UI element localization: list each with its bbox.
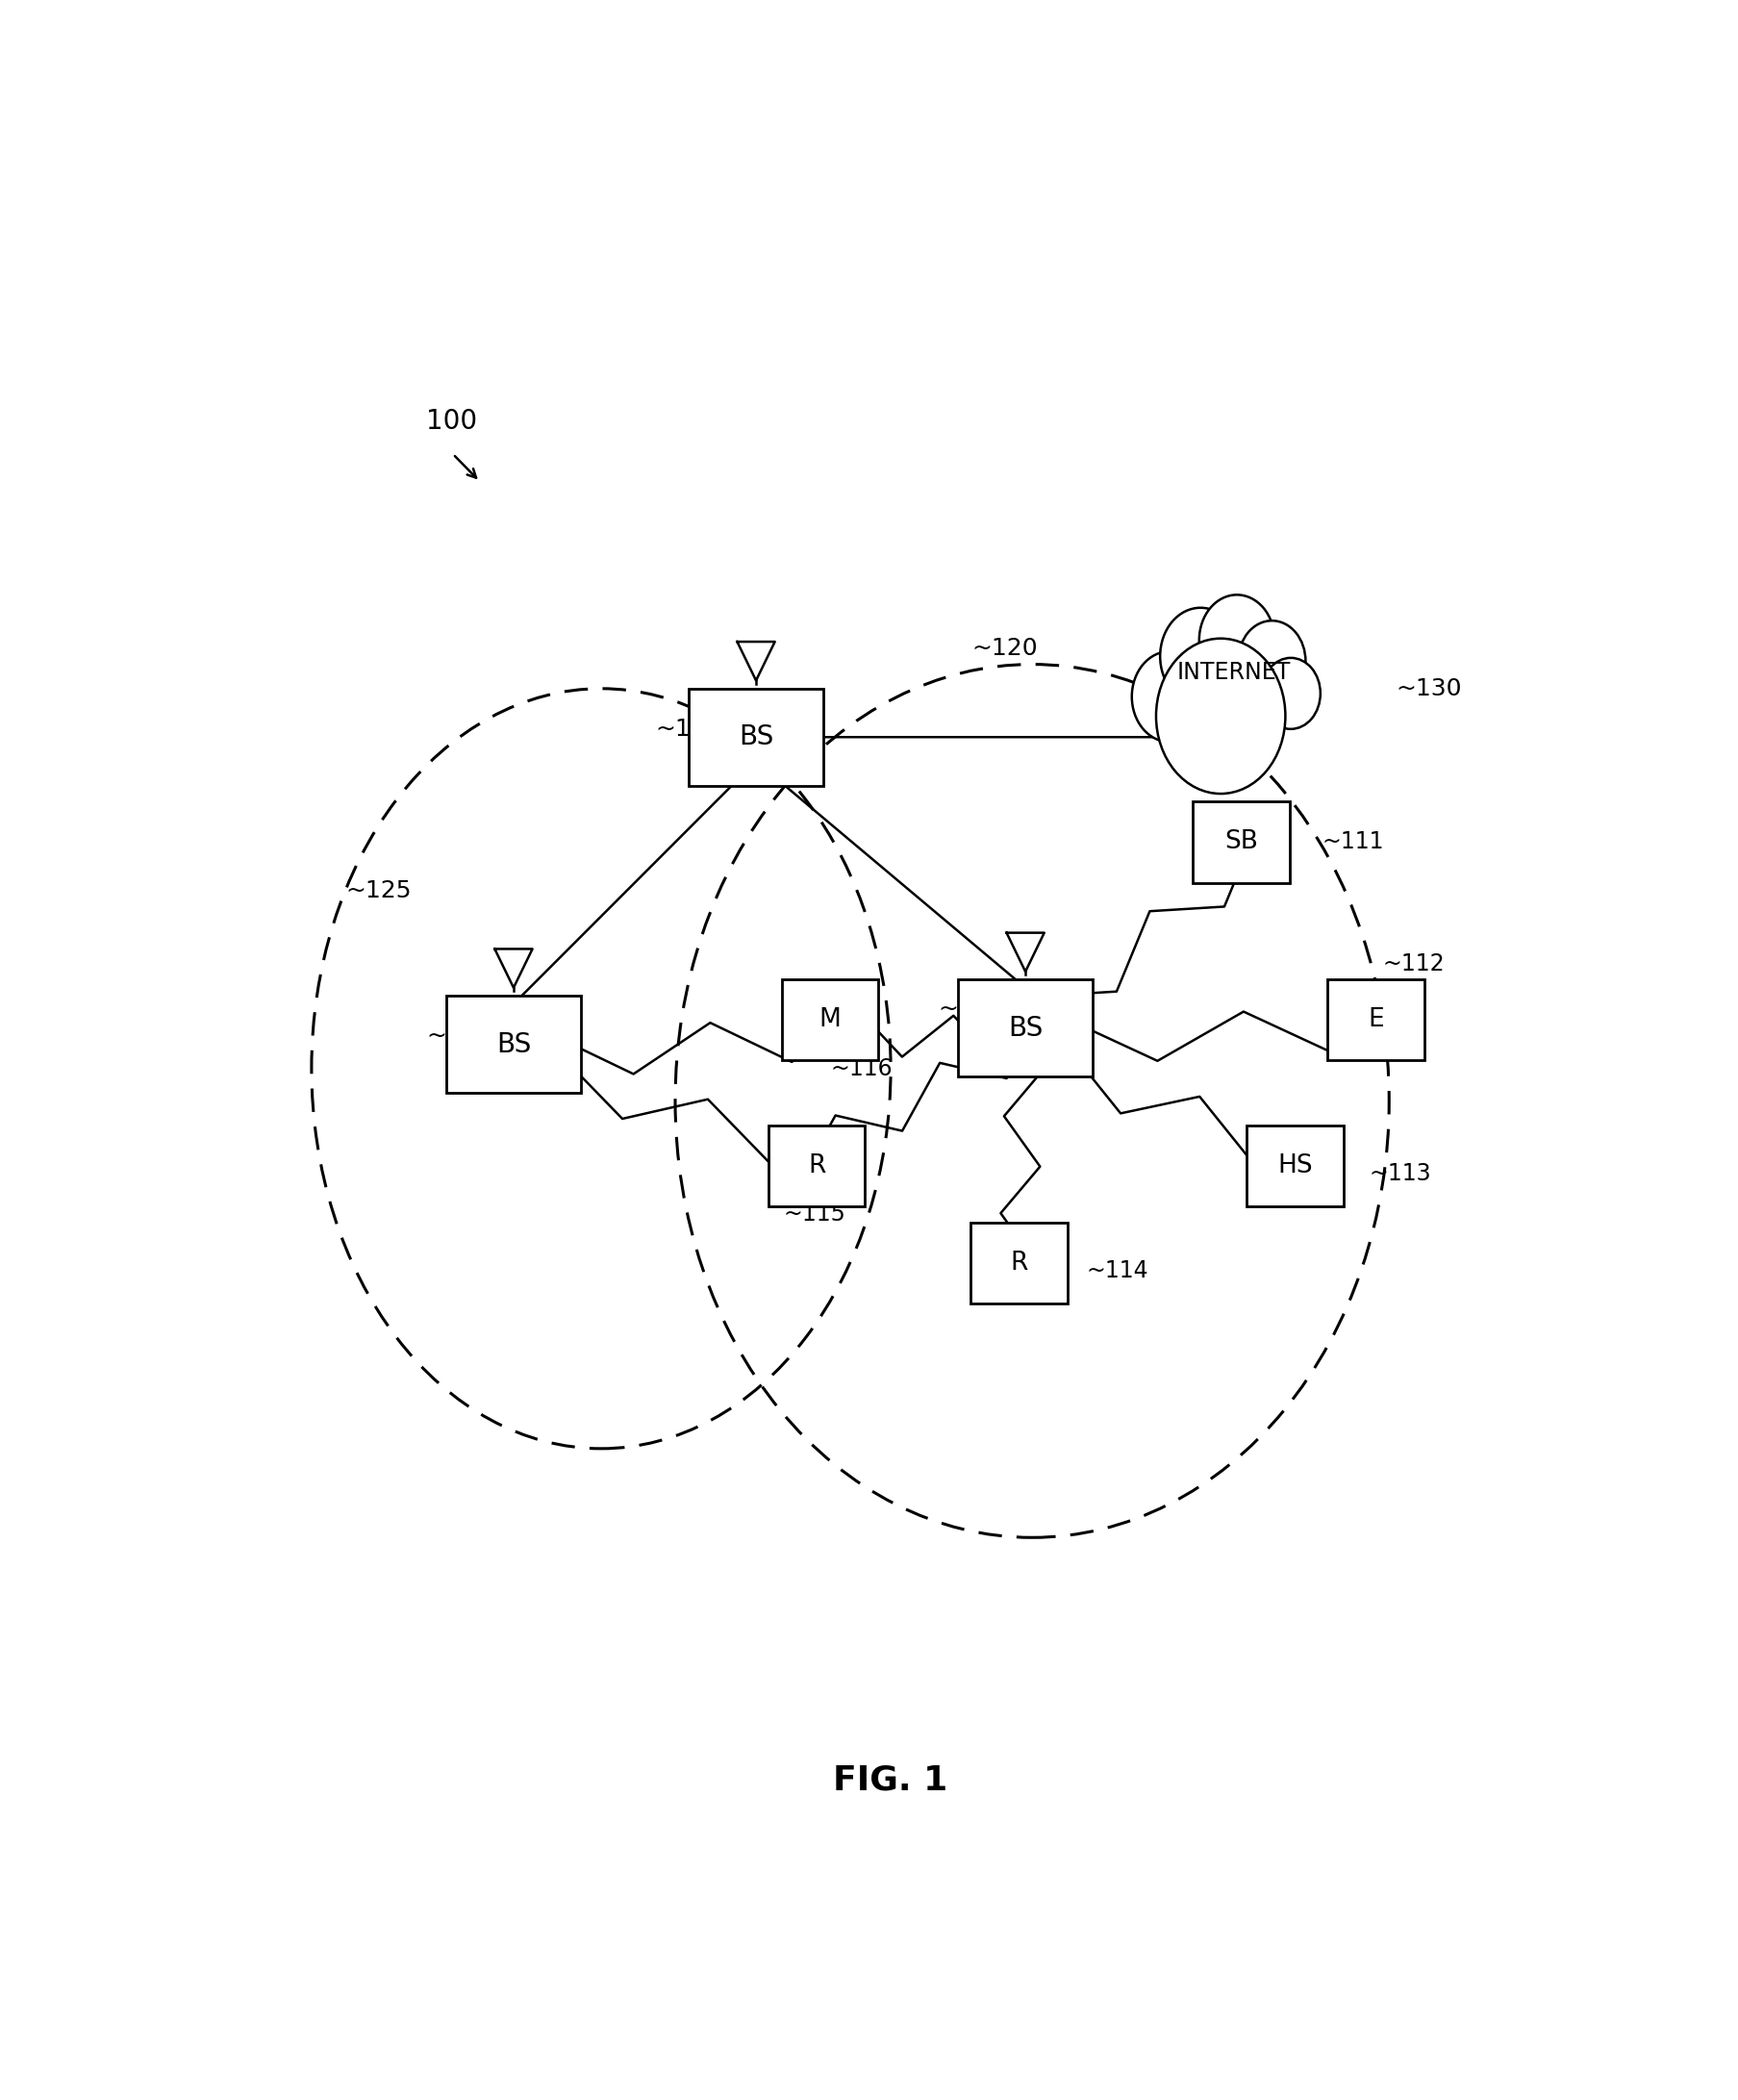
- Circle shape: [1156, 638, 1286, 794]
- Text: ~120: ~120: [972, 636, 1038, 659]
- FancyBboxPatch shape: [958, 979, 1093, 1077]
- Text: ~115: ~115: [782, 1203, 845, 1226]
- FancyBboxPatch shape: [970, 1222, 1067, 1302]
- Text: INTERNET: INTERNET: [1177, 662, 1291, 685]
- FancyBboxPatch shape: [1192, 802, 1290, 882]
- Text: BS: BS: [495, 1031, 532, 1058]
- Circle shape: [1237, 622, 1305, 701]
- FancyBboxPatch shape: [1246, 1126, 1343, 1205]
- Text: M: M: [819, 1008, 841, 1033]
- Text: R: R: [808, 1153, 826, 1178]
- Circle shape: [1159, 607, 1241, 706]
- Text: ~113: ~113: [1370, 1161, 1430, 1184]
- Circle shape: [1262, 657, 1321, 729]
- Text: 100: 100: [426, 407, 478, 435]
- Text: ~125: ~125: [346, 880, 412, 903]
- Circle shape: [1131, 651, 1208, 741]
- FancyBboxPatch shape: [688, 689, 824, 785]
- Text: BS: BS: [1008, 1014, 1043, 1042]
- Text: FIG. 1: FIG. 1: [834, 1764, 947, 1796]
- Text: BS: BS: [739, 724, 773, 750]
- Text: ~102: ~102: [939, 998, 1005, 1021]
- Text: E: E: [1368, 1008, 1383, 1033]
- FancyBboxPatch shape: [782, 979, 879, 1060]
- Text: ~114: ~114: [1086, 1260, 1149, 1283]
- Circle shape: [1199, 594, 1274, 685]
- Text: R: R: [1010, 1250, 1027, 1275]
- Text: ~112: ~112: [1382, 951, 1444, 974]
- FancyBboxPatch shape: [768, 1126, 866, 1205]
- Text: ~103: ~103: [426, 1025, 492, 1048]
- Text: ~111: ~111: [1321, 832, 1383, 855]
- Text: HS: HS: [1277, 1153, 1312, 1178]
- Text: ~130: ~130: [1396, 676, 1462, 699]
- Text: SB: SB: [1224, 830, 1258, 855]
- FancyBboxPatch shape: [1328, 979, 1423, 1060]
- FancyBboxPatch shape: [447, 995, 580, 1092]
- Text: ~101: ~101: [655, 718, 721, 741]
- Text: ~116: ~116: [831, 1056, 892, 1079]
